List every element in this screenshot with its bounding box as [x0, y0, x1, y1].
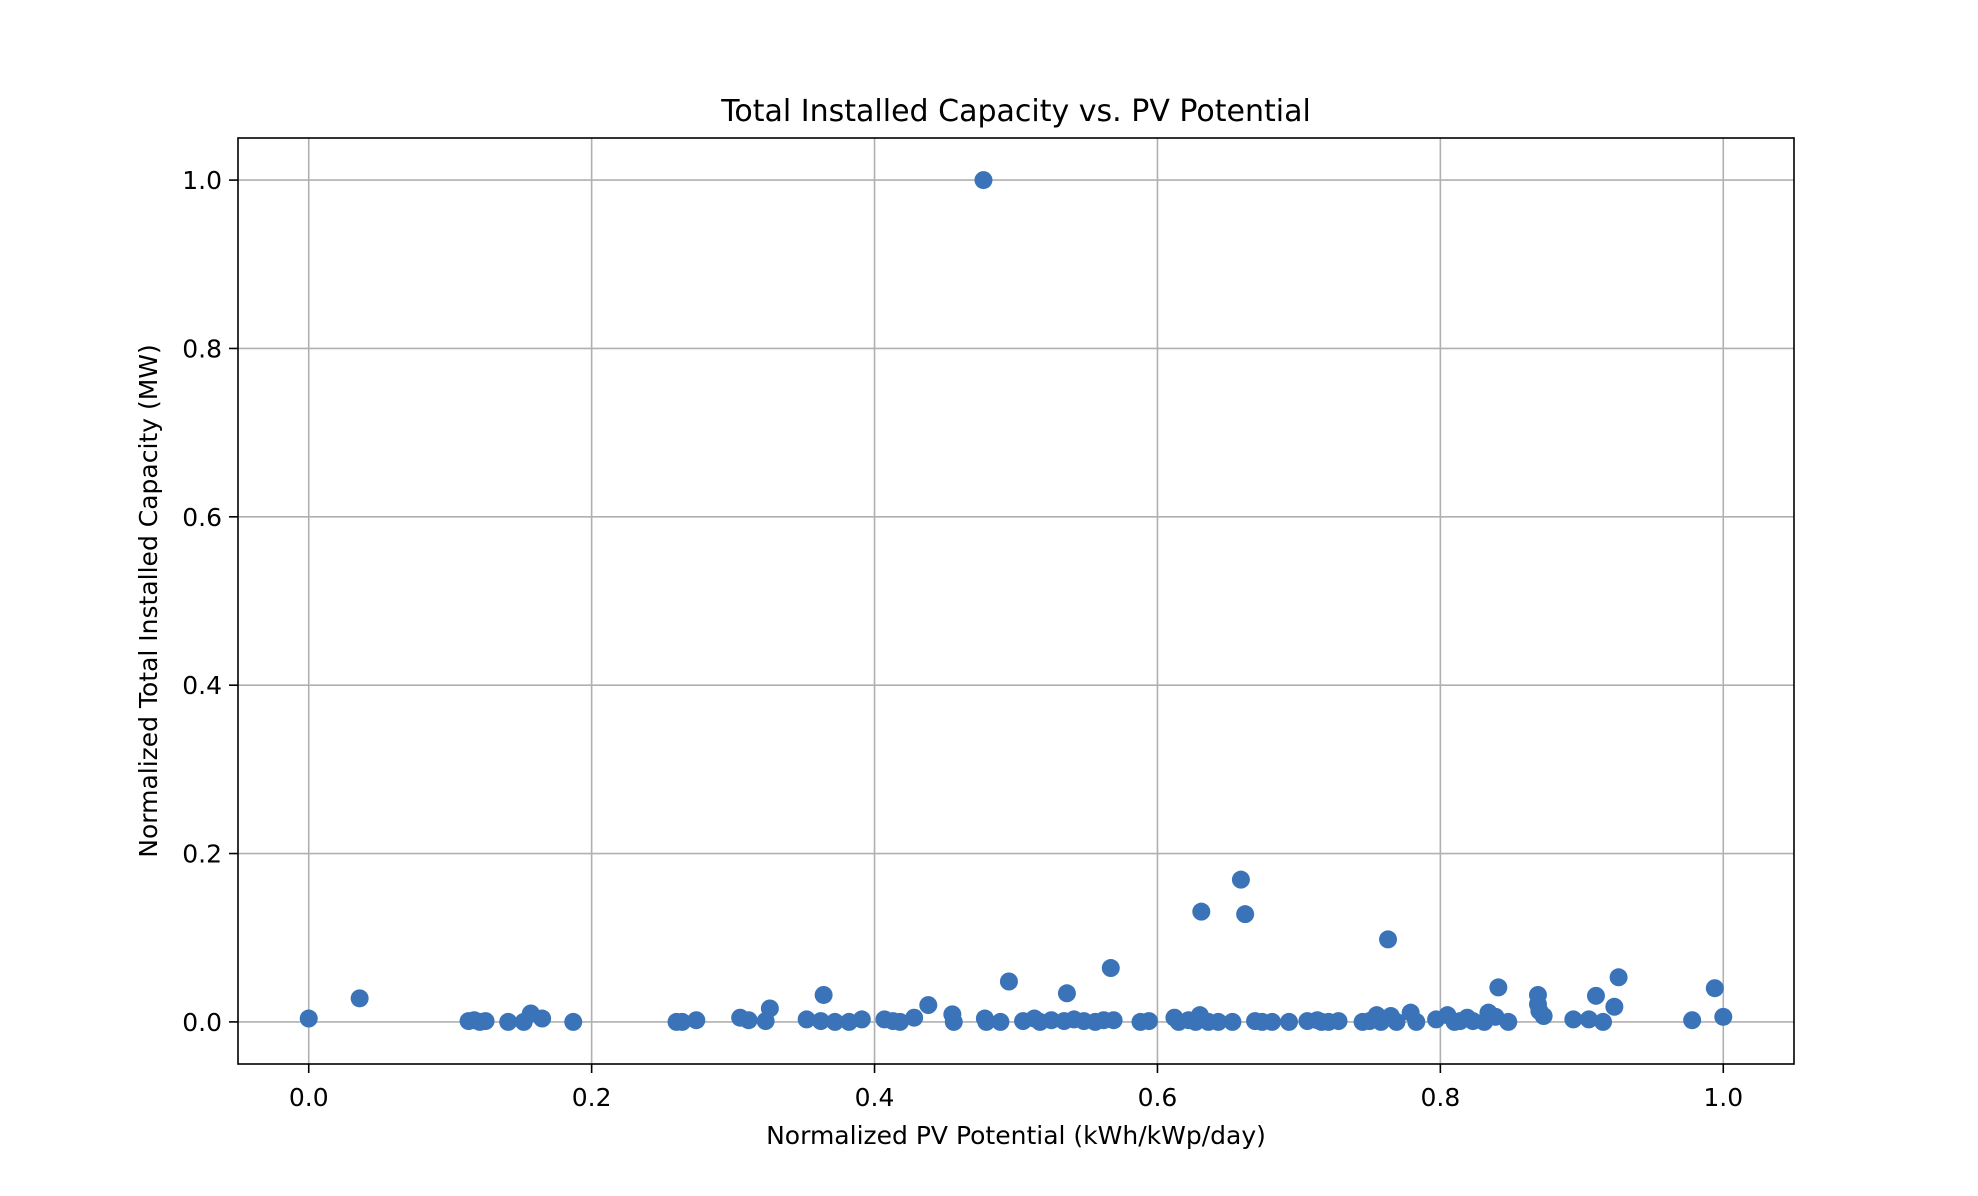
data-point — [1594, 1012, 1613, 1031]
data-point — [1231, 870, 1250, 889]
y-tick-label: 0.4 — [182, 671, 222, 700]
data-point — [1263, 1012, 1282, 1031]
data-point — [1605, 997, 1624, 1016]
y-tick-label: 0.2 — [182, 840, 222, 869]
data-point — [1714, 1007, 1733, 1026]
data-point — [476, 1012, 495, 1031]
data-point — [814, 985, 833, 1004]
data-point — [1101, 959, 1120, 978]
data-point — [299, 1009, 318, 1028]
data-point — [1209, 1012, 1228, 1031]
x-tick-label: 0.8 — [1420, 1083, 1460, 1112]
data-point — [1223, 1012, 1242, 1031]
y-tick-label: 1.0 — [182, 166, 222, 195]
data-point — [1489, 978, 1508, 997]
data-point — [1579, 1010, 1598, 1029]
data-point — [1329, 1012, 1348, 1031]
x-tick-label: 1.0 — [1703, 1083, 1743, 1112]
data-point — [919, 996, 938, 1015]
x-tick-label: 0.4 — [855, 1083, 895, 1112]
y-tick-label: 0.0 — [182, 1008, 222, 1037]
axis-ticks: 0.0 0.2 0.4 0.6 0.8 1.0 0.0 0.2 0.4 0.6 0.8 1.0 — [182, 166, 1743, 1112]
data-point — [905, 1008, 924, 1027]
data-point — [852, 1010, 871, 1029]
x-tick-label: 0.0 — [289, 1083, 329, 1112]
data-point — [944, 1012, 963, 1031]
data-point — [1057, 984, 1076, 1003]
data-point — [811, 1012, 830, 1031]
data-point — [1534, 1007, 1553, 1026]
data-point — [533, 1009, 552, 1028]
data-point — [977, 1012, 996, 1031]
data-point — [1236, 905, 1255, 924]
y-tick-label: 0.6 — [182, 503, 222, 532]
data-point — [673, 1012, 692, 1031]
chart-title: Total Installed Capacity vs. PV Potentia… — [720, 94, 1311, 129]
x-tick-label: 0.2 — [572, 1083, 612, 1112]
plot-frame — [237, 137, 1795, 1065]
data-point — [1192, 902, 1211, 921]
data-point — [825, 1012, 844, 1031]
x-tick-label: 0.6 — [1138, 1083, 1178, 1112]
data-point — [1564, 1010, 1583, 1029]
x-axis-label: Normalized PV Potential (kWh/kWp/day) — [766, 1121, 1266, 1150]
data-point — [564, 1012, 583, 1031]
data-point — [999, 972, 1018, 991]
data-point — [739, 1011, 758, 1030]
data-point — [991, 1012, 1010, 1031]
grid-lines — [238, 138, 1794, 1064]
data-point — [974, 171, 993, 190]
data-point — [687, 1011, 706, 1030]
data-point — [1683, 1011, 1702, 1030]
data-point — [760, 999, 779, 1018]
data-point — [891, 1012, 910, 1031]
data-point — [1042, 1011, 1061, 1030]
data-point — [350, 989, 369, 1008]
data-point — [1609, 968, 1628, 987]
data-point — [1407, 1012, 1426, 1031]
data-point — [1387, 1012, 1406, 1031]
data-point — [1705, 979, 1724, 998]
data-point — [1280, 1012, 1299, 1031]
data-point — [499, 1012, 518, 1031]
y-tick-label: 0.8 — [182, 334, 222, 363]
data-point — [797, 1010, 816, 1029]
data-point — [1379, 930, 1398, 949]
data-point — [1139, 1012, 1158, 1031]
y-axis-label: Normalized Total Installed Capacity (MW) — [134, 344, 163, 858]
data-point — [1104, 1011, 1123, 1030]
data-point — [1586, 986, 1605, 1005]
data-points — [299, 171, 1733, 1031]
data-point — [1499, 1012, 1518, 1031]
